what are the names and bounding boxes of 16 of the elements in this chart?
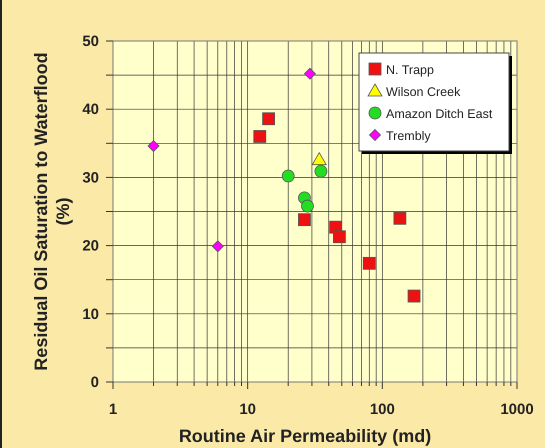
- x-tick-label: 1000: [500, 401, 534, 418]
- y-axis-title: Residual Oil Saturation to Waterflood (%): [30, 51, 74, 373]
- y-tick-label: 20: [82, 238, 99, 255]
- legend-label: Amazon Ditch East: [386, 107, 493, 121]
- y-tick-label: 50: [82, 33, 99, 50]
- legend-label: Wilson Creek: [386, 85, 462, 99]
- x-tick-label: 100: [370, 401, 395, 418]
- y-tick-label: 40: [82, 101, 99, 118]
- y-tick-label: 0: [90, 374, 99, 391]
- y-tick-label: 10: [82, 306, 99, 323]
- legend-label: N. Trapp: [386, 63, 434, 77]
- x-tick-label: 1: [108, 401, 118, 418]
- y-tick-label: 30: [82, 169, 99, 186]
- x-axis-title: Routine Air Permeability (md): [178, 426, 432, 446]
- legend-label: Trembly: [386, 129, 432, 143]
- x-tick-label: 10: [239, 401, 256, 418]
